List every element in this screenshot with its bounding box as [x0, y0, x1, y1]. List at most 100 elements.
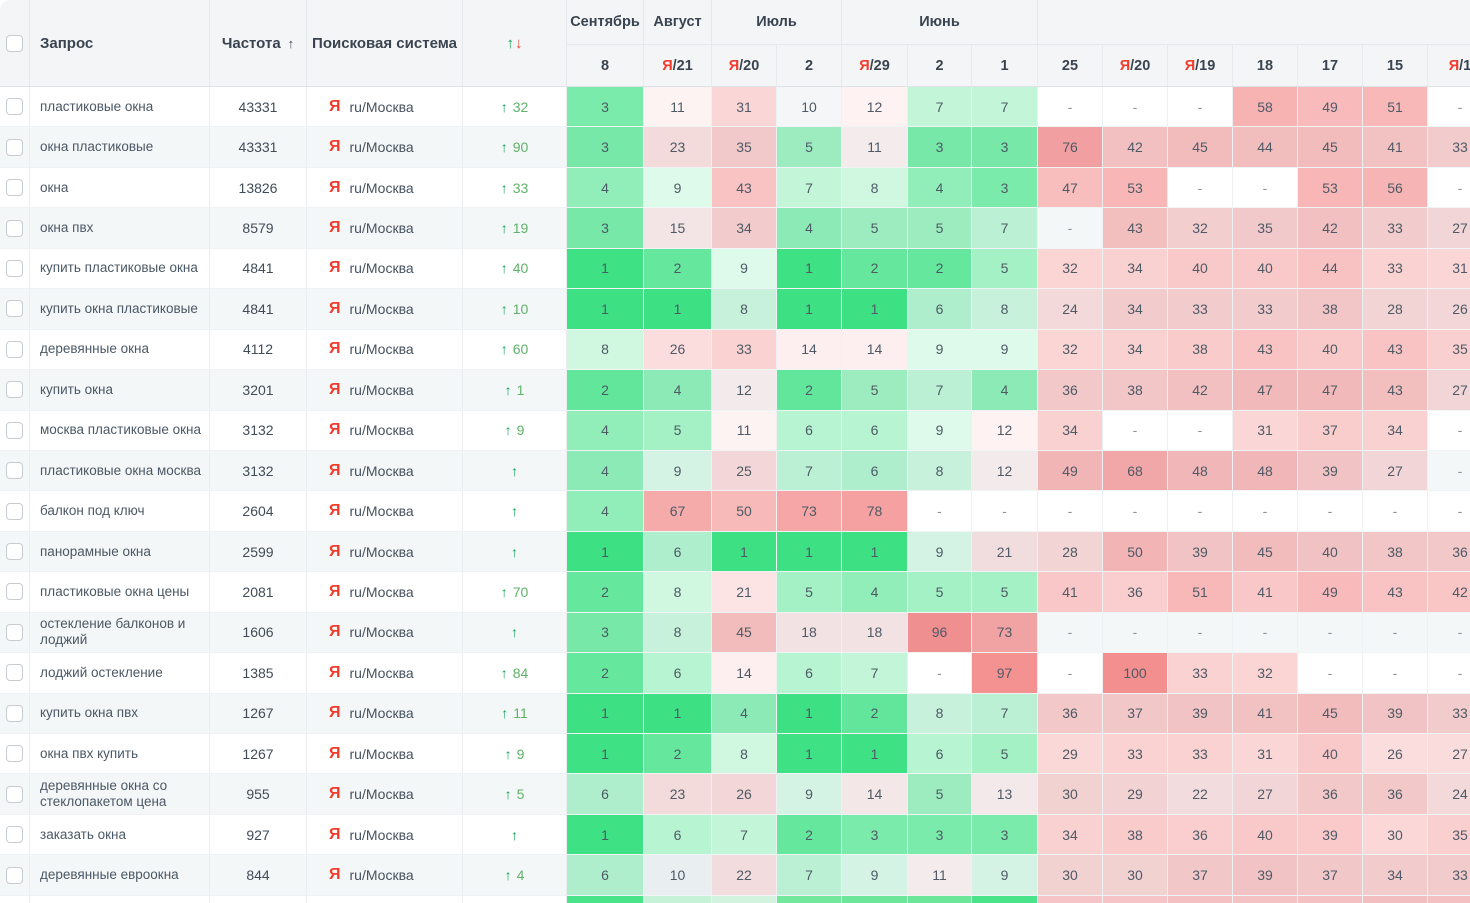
- yandex-icon: Я: [329, 744, 341, 762]
- query-cell[interactable]: купить окна пвх: [30, 693, 210, 734]
- position-cell: 42: [1298, 208, 1363, 249]
- date-header[interactable]: 18: [1233, 45, 1298, 86]
- row-checkbox[interactable]: [6, 300, 23, 318]
- query-cell[interactable]: москва пластиковые окна: [30, 410, 210, 451]
- row-checkbox[interactable]: [6, 745, 23, 763]
- date-header[interactable]: Я/1: [1428, 45, 1470, 86]
- position-cell: 6: [908, 734, 972, 775]
- query-cell[interactable]: деревянные окна со стеклопакетом цена: [30, 774, 210, 815]
- query-cell[interactable]: окна: [30, 167, 210, 209]
- column-header-frequency[interactable]: Частота ↑: [210, 0, 307, 86]
- position-cell: 29: [1103, 774, 1168, 815]
- change-cell: ↑: [463, 814, 567, 856]
- column-header-query[interactable]: Запрос: [30, 0, 210, 86]
- row-checkbox[interactable]: [6, 462, 23, 480]
- change-cell: ↑: [463, 531, 567, 573]
- row-checkbox[interactable]: [6, 421, 23, 439]
- change-up-icon: ↑: [500, 179, 508, 196]
- date-header[interactable]: Я/20: [712, 45, 777, 86]
- position-cell: 26: [644, 329, 712, 371]
- row-checkbox[interactable]: [6, 543, 23, 561]
- position-cell: 33: [1428, 127, 1470, 168]
- row-checkbox[interactable]: [6, 219, 23, 237]
- row-checkbox[interactable]: [6, 259, 23, 277]
- query-cell[interactable]: заказать окна: [30, 814, 210, 856]
- date-header[interactable]: 8: [567, 45, 644, 86]
- row-checkbox[interactable]: [6, 826, 23, 844]
- frequency-cell: 3201: [210, 370, 307, 411]
- position-cell: -: [1428, 613, 1470, 654]
- position-cell: -: [1233, 167, 1298, 209]
- position-cell: -: [1298, 491, 1363, 532]
- date-label: /20: [1130, 57, 1151, 74]
- position-cell: 22: [1168, 774, 1233, 815]
- position-cell: [1298, 895, 1363, 903]
- position-cell: 8: [644, 612, 712, 654]
- query-cell[interactable]: остекление балконов и лоджий: [30, 612, 210, 654]
- checkbox-cell: [0, 734, 30, 775]
- query-cell[interactable]: купить окна: [30, 370, 210, 411]
- date-header[interactable]: 2: [908, 45, 972, 86]
- query-cell[interactable]: окна пвх: [30, 208, 210, 249]
- position-cell: 33: [1363, 248, 1428, 290]
- date-header[interactable]: Я/21: [644, 45, 712, 86]
- select-all-checkbox[interactable]: [6, 34, 23, 52]
- query-cell[interactable]: пластиковые окна: [30, 87, 210, 128]
- query-cell[interactable]: пластиковые окна москва: [30, 450, 210, 492]
- position-cell: 33: [1428, 855, 1470, 896]
- checkbox-cell: [0, 127, 30, 168]
- yandex-icon: Я: [1448, 57, 1460, 74]
- position-cell: 1: [777, 531, 842, 573]
- row-checkbox[interactable]: [6, 623, 23, 641]
- checkbox-cell: [0, 774, 30, 815]
- date-header[interactable]: Я/29: [842, 45, 908, 86]
- query-cell[interactable]: лоджий остекление: [30, 653, 210, 694]
- query-cell[interactable]: пластиковые окна цены: [30, 572, 210, 613]
- position-cell: 1: [777, 734, 842, 775]
- sort-ascending-icon: ↑: [287, 35, 295, 51]
- row-checkbox[interactable]: [6, 138, 23, 156]
- empty-cell: [463, 895, 567, 903]
- date-header[interactable]: 17: [1298, 45, 1363, 86]
- query-cell[interactable]: деревянные евроокна: [30, 855, 210, 896]
- row-checkbox[interactable]: [6, 381, 23, 399]
- row-checkbox[interactable]: [6, 340, 23, 358]
- position-cell: 4: [567, 491, 644, 532]
- row-checkbox[interactable]: [6, 179, 23, 197]
- query-cell[interactable]: купить окна пластиковые: [30, 289, 210, 330]
- position-cell: 33: [1428, 693, 1470, 734]
- date-header[interactable]: Я/19: [1168, 45, 1233, 86]
- row-checkbox[interactable]: [6, 785, 23, 803]
- row-checkbox[interactable]: [6, 583, 23, 601]
- change-up-icon: ↑: [506, 34, 515, 52]
- position-cell: 18: [842, 612, 908, 654]
- query-cell[interactable]: окна пвх купить: [30, 734, 210, 775]
- row-checkbox[interactable]: [6, 98, 23, 116]
- date-label: /20: [739, 57, 760, 74]
- date-header[interactable]: 1: [972, 45, 1038, 86]
- date-header[interactable]: Я/20: [1103, 45, 1168, 86]
- query-cell[interactable]: балкон под ключ: [30, 491, 210, 532]
- date-header[interactable]: 2: [777, 45, 842, 86]
- position-cell: 34: [1363, 855, 1428, 896]
- query-cell[interactable]: купить пластиковые окна: [30, 248, 210, 290]
- column-header-change[interactable]: ↑ ↓: [463, 0, 567, 86]
- date-label: /29: [869, 57, 890, 74]
- position-cell: 3: [908, 814, 972, 856]
- query-cell[interactable]: деревянные окна: [30, 329, 210, 371]
- position-cell: 38: [1298, 289, 1363, 330]
- query-cell[interactable]: окна пластиковые: [30, 127, 210, 168]
- search-engine-label: ru/Москва: [349, 462, 414, 479]
- row-checkbox[interactable]: [6, 502, 23, 520]
- query-cell[interactable]: панорамные окна: [30, 531, 210, 573]
- change-cell: ↑ 33: [463, 167, 567, 209]
- row-checkbox[interactable]: [6, 866, 23, 884]
- change-up-icon: ↑: [504, 786, 512, 803]
- date-header[interactable]: 25: [1038, 45, 1103, 86]
- change-up-icon: ↑: [504, 745, 512, 762]
- row-checkbox[interactable]: [6, 704, 23, 722]
- date-header[interactable]: 15: [1363, 45, 1428, 86]
- row-checkbox[interactable]: [6, 664, 23, 682]
